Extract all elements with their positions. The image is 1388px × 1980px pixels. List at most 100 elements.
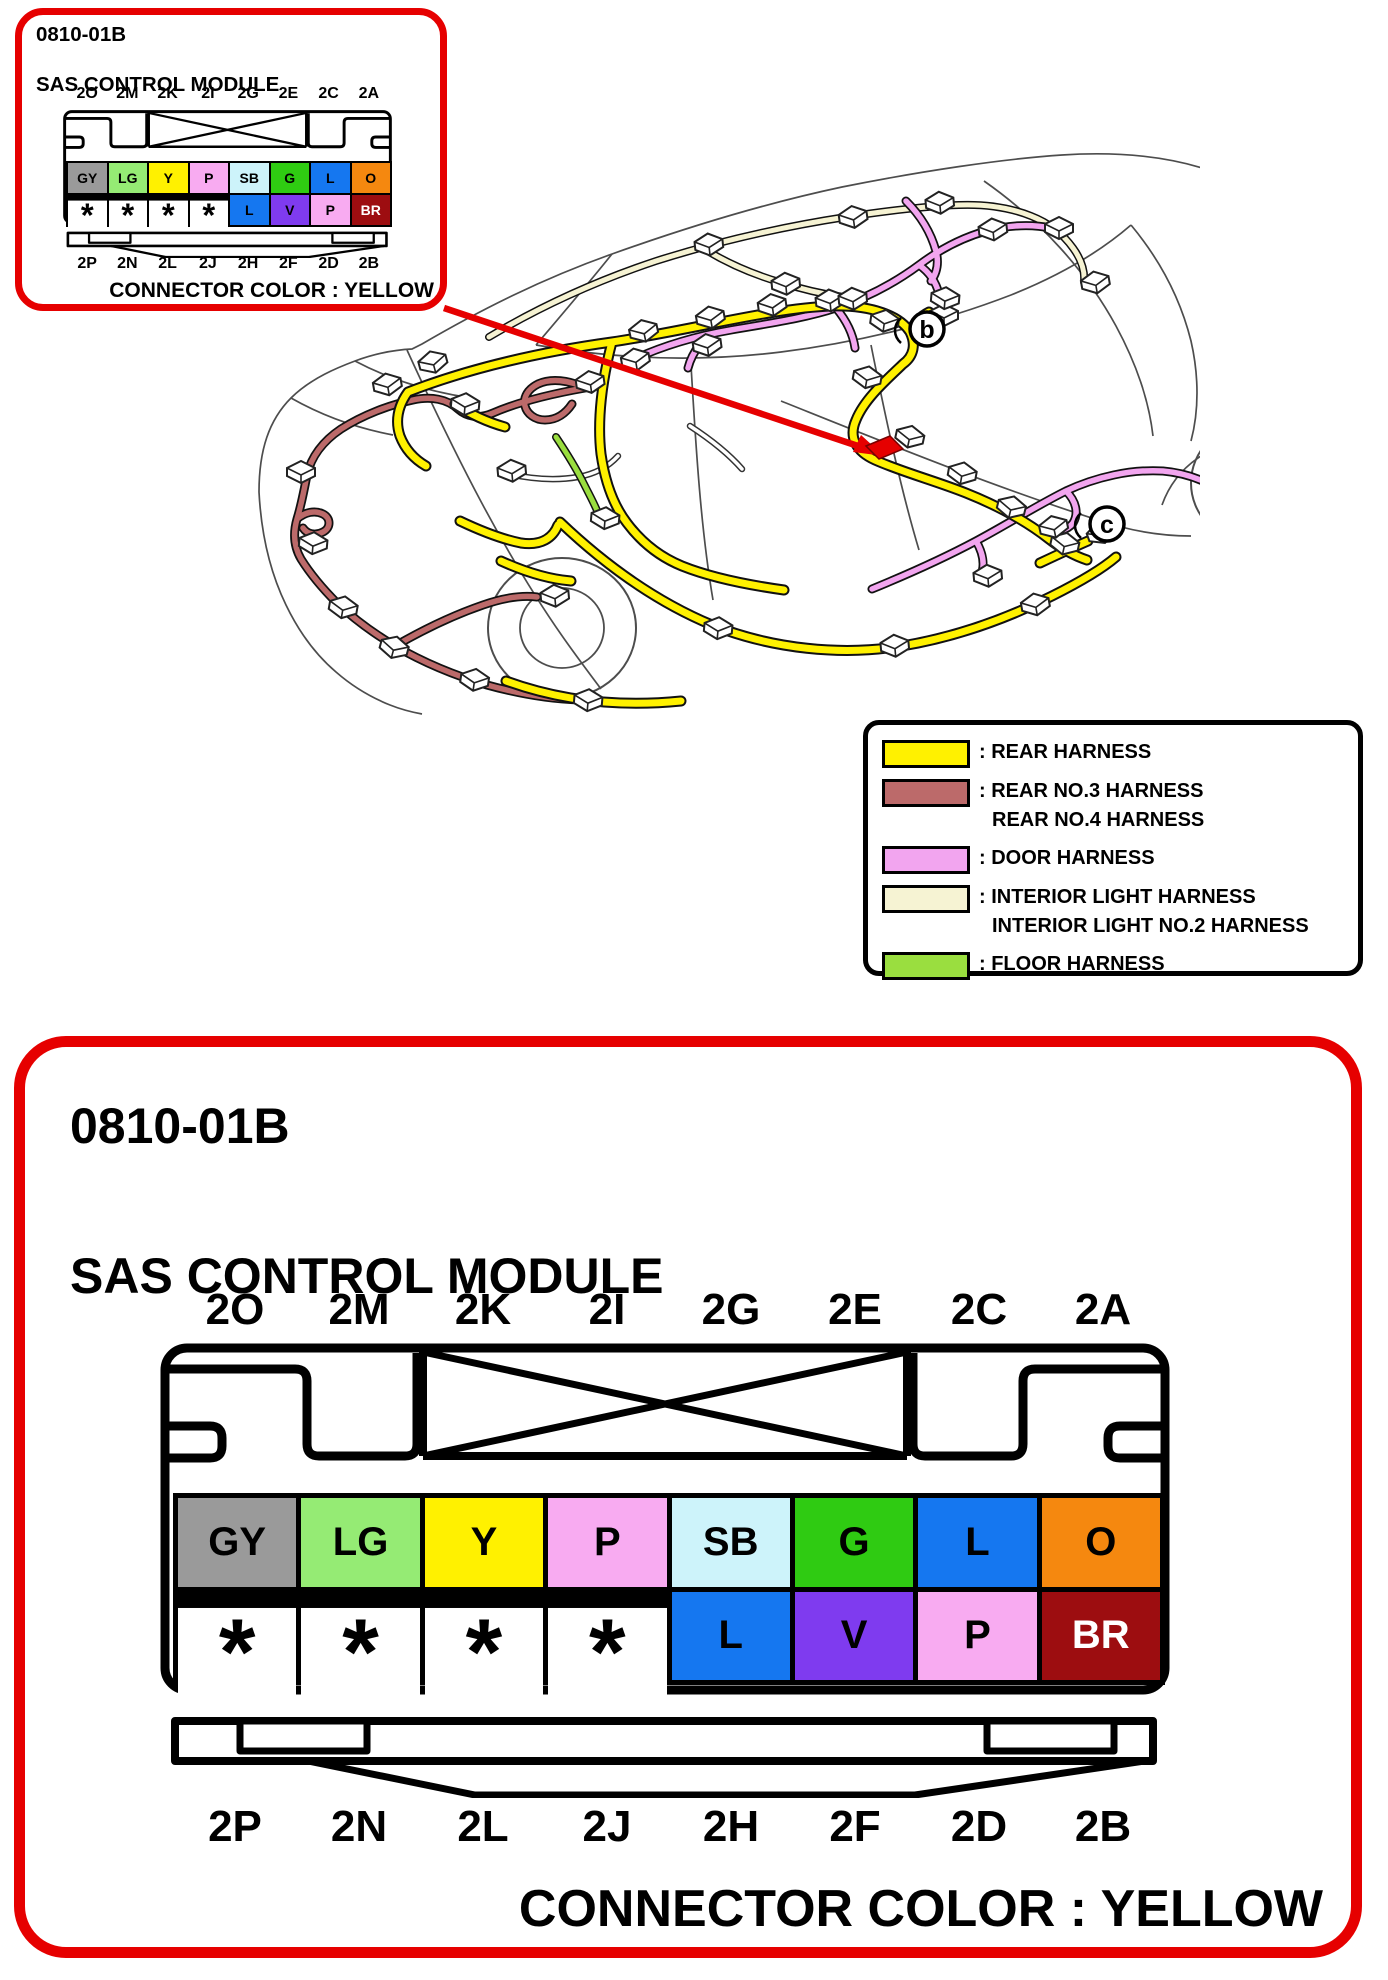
pin-label: 2E xyxy=(278,85,299,102)
pin-row-top: 2O 2M 2K 2I 2G 2E 2C 2A xyxy=(173,1285,1165,1335)
connector-color-note: CONNECTOR COLOR : YELLOW xyxy=(518,1880,1323,1938)
legend-label: REAR NO.4 HARNESS xyxy=(992,809,1205,831)
pin-cell: GY xyxy=(178,1498,297,1587)
legend-swatch-door xyxy=(882,846,970,874)
misc-harness-path xyxy=(501,422,746,483)
pin-label: 2J xyxy=(582,1802,632,1851)
pin-label: 2K xyxy=(454,1285,512,1334)
car-harness-diagram: b c xyxy=(258,153,1200,715)
sas-module-pointer-arrow xyxy=(442,304,905,460)
sas-module-highlight xyxy=(864,435,905,460)
pin-cell: O xyxy=(351,163,390,193)
connector-color-note: CONNECTOR COLOR : YELLOW xyxy=(109,279,434,302)
pin-label: 2G xyxy=(701,1285,761,1334)
connector-code: 0810-01B xyxy=(36,23,127,46)
legend-row: : FLOOR HARNESS xyxy=(882,950,1358,980)
floor-harness-path xyxy=(552,433,602,517)
connector-title: 0810-01B SAS CONTROL MODULE xyxy=(70,1089,664,1314)
pin-label: 2D xyxy=(318,255,339,272)
pin-cell: O xyxy=(1041,1498,1160,1587)
legend-row: : REAR NO.3 HARNESS REAR NO.4 HARNESS xyxy=(882,777,1358,835)
pin-label: 2A xyxy=(1074,1285,1132,1334)
connector-pin-grid: GY LG Y P SB G L O * * * * L V P BR xyxy=(66,161,392,231)
rear-no3-no4-harness-path xyxy=(290,376,590,705)
connector-callout-large: 0810-01B SAS CONTROL MODULE 2O 2M 2K 2I … xyxy=(14,1036,1362,1958)
legend-label: : DOOR HARNESS xyxy=(979,847,1155,869)
legend-swatch-floor xyxy=(882,952,970,980)
pin-label: 2I xyxy=(588,1285,626,1334)
pin-cell: * xyxy=(424,1607,544,1696)
pin-cell: BR xyxy=(351,195,390,225)
legend-label: INTERIOR LIGHT NO.2 HARNESS xyxy=(992,915,1309,937)
harness-legend: : REAR HARNESS : REAR NO.3 HARNESS REAR … xyxy=(863,720,1363,980)
pin-cell: LG xyxy=(108,163,147,193)
pin-label: 2J xyxy=(198,255,217,272)
pin-cell: GY xyxy=(68,163,107,193)
pin-cell: L xyxy=(230,195,269,225)
location-label-c: c xyxy=(1073,505,1126,543)
legend-row: : INTERIOR LIGHT HARNESS INTERIOR LIGHT … xyxy=(882,883,1358,941)
pin-cell: Y xyxy=(149,163,188,193)
pin-cell: P xyxy=(311,195,350,225)
pin-cell: * xyxy=(189,200,228,231)
pin-cell: V xyxy=(270,195,309,225)
svg-text:c: c xyxy=(1100,511,1114,539)
pin-cell: BR xyxy=(1041,1591,1160,1680)
connector-name: SAS CONTROL MODULE xyxy=(70,1248,664,1304)
legend-label: : INTERIOR LIGHT HARNESS xyxy=(979,886,1256,908)
pin-label: 2L xyxy=(158,255,177,272)
pin-label: 2D xyxy=(950,1802,1008,1851)
pin-label: 2H xyxy=(237,255,259,272)
legend-label: : REAR HARNESS xyxy=(979,741,1152,763)
location-label-b: b xyxy=(893,310,946,348)
pin-cell: LG xyxy=(301,1498,420,1587)
pin-label: 2B xyxy=(358,255,380,272)
legend-label: : FLOOR HARNESS xyxy=(979,953,1165,975)
pin-cell: P xyxy=(918,1591,1037,1680)
pin-cell: P xyxy=(548,1498,667,1587)
pin-label: 2O xyxy=(76,85,98,102)
rear-wheel xyxy=(1161,450,1200,516)
pin-cell: * xyxy=(548,1607,667,1696)
pin-cell: G xyxy=(794,1498,914,1587)
pin-label: 2F xyxy=(279,255,298,272)
pin-row-bottom: 2P 2N 2L 2J 2H 2F 2D 2B xyxy=(67,255,389,273)
pin-cell: Y xyxy=(424,1498,544,1587)
legend-swatch-rear xyxy=(882,740,970,768)
pin-label: 2I xyxy=(201,85,215,102)
pin-cell: * xyxy=(301,1607,420,1696)
pin-label: 2K xyxy=(157,85,178,102)
pin-cell: P xyxy=(189,163,228,193)
pin-cell: SB xyxy=(230,163,269,193)
pin-cell: * xyxy=(149,200,188,231)
pin-label: 2C xyxy=(318,85,339,102)
pin-label: 2L xyxy=(457,1802,509,1851)
connector-pin-grid: GY LG Y P SB G L O * * * * L V P BR xyxy=(173,1493,1165,1696)
pin-label: 2M xyxy=(116,85,139,102)
pin-cell: * xyxy=(108,200,147,231)
pin-label: 2G xyxy=(237,85,259,102)
pin-label: 2F xyxy=(829,1802,881,1851)
legend-row: : REAR HARNESS xyxy=(882,738,1358,768)
pin-cell: G xyxy=(270,163,309,193)
legend-swatch-interior-light xyxy=(882,885,970,913)
pin-cell: * xyxy=(68,200,107,231)
pin-cell: L xyxy=(671,1591,790,1680)
pin-cell: L xyxy=(311,163,350,193)
pin-label: 2P xyxy=(77,255,97,272)
pin-cell: V xyxy=(794,1591,914,1680)
pin-row-bottom: 2P 2N 2L 2J 2H 2F 2D 2B xyxy=(173,1802,1165,1852)
pin-label: 2N xyxy=(117,255,138,272)
pin-label: 2N xyxy=(330,1802,388,1851)
legend-row: : DOOR HARNESS xyxy=(882,844,1358,874)
connector-title: 0810-01B SAS CONTROL MODULE xyxy=(36,22,279,97)
legend-label: : REAR NO.3 HARNESS xyxy=(979,780,1204,802)
pin-label: 2P xyxy=(208,1802,262,1851)
pin-label: 2C xyxy=(950,1285,1008,1334)
pin-cell: * xyxy=(178,1607,297,1696)
legend-swatch-rear-no3 xyxy=(882,779,970,807)
pin-label: 2M xyxy=(328,1285,390,1334)
svg-text:b: b xyxy=(919,316,934,344)
pin-cell: SB xyxy=(671,1498,790,1587)
